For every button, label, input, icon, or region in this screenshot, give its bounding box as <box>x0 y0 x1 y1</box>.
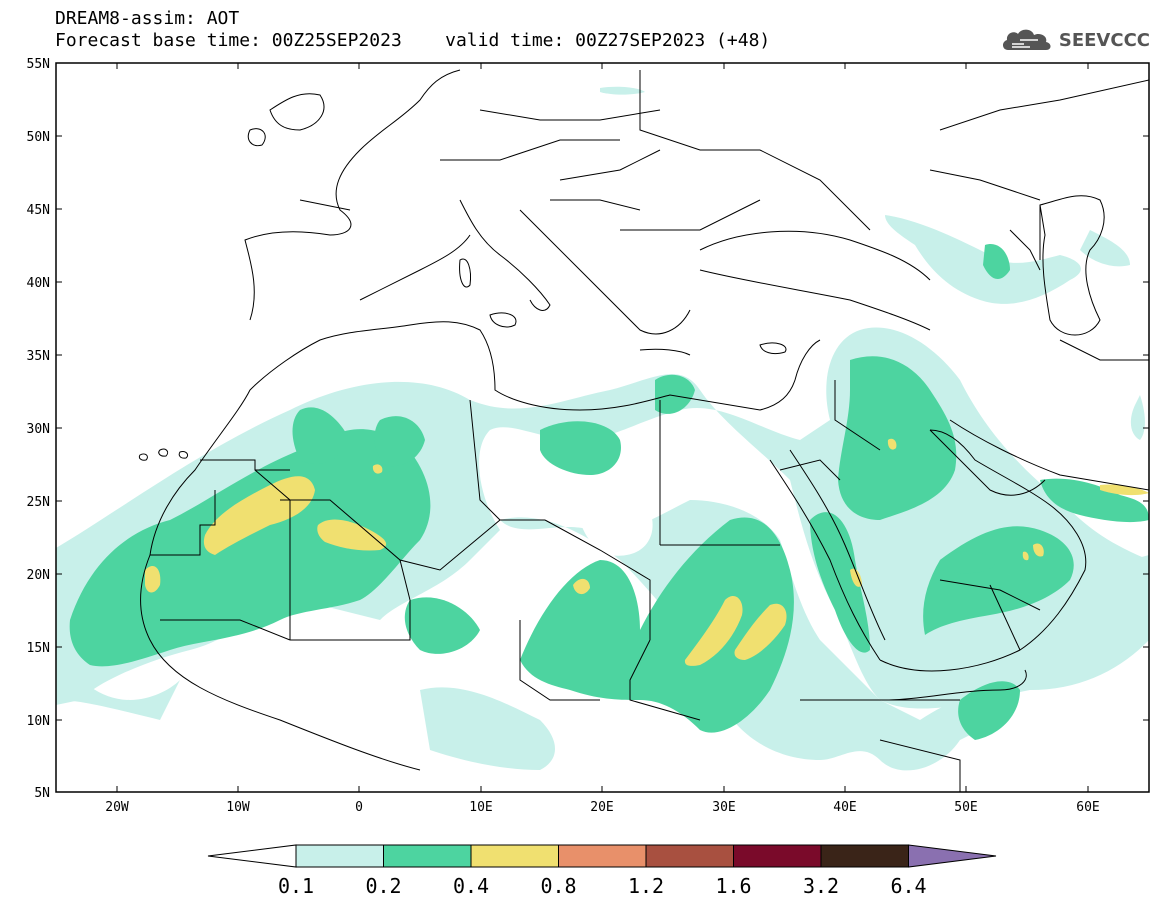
latitude-axis <box>56 62 1149 721</box>
aot-level-0-2 <box>69 244 1149 740</box>
colorbar-lower-extension <box>207 844 297 868</box>
colorbar <box>207 844 997 868</box>
lat-label-30n: 30N <box>27 422 50 437</box>
colorbar-label-2: 0.4 <box>453 874 489 898</box>
colorbar-label-4: 1.2 <box>628 874 664 898</box>
lon-label-40e: 40E <box>833 800 856 815</box>
lon-label-20e: 20E <box>590 800 613 815</box>
forecast-time-line: Forecast base time: 00Z25SEP2023 valid t… <box>55 30 771 51</box>
aot-clear-regions <box>200 476 653 687</box>
longitude-axis <box>116 63 1089 792</box>
lon-label-30e: 30E <box>712 800 735 815</box>
lat-label-20n: 20N <box>27 568 50 583</box>
colorbar-label-1: 0.2 <box>365 874 401 898</box>
lat-label-55n: 55N <box>27 57 50 72</box>
lon-label-10e: 10E <box>469 800 492 815</box>
lon-label-50e: 50E <box>954 800 977 815</box>
lon-label-60e: 60E <box>1076 800 1099 815</box>
logo-text: SEEVCCC <box>1058 29 1150 51</box>
aot-field <box>56 86 1149 771</box>
colorbar-swatch-4 <box>645 844 734 868</box>
lat-label-50n: 50N <box>27 130 50 145</box>
lon-label-0: 0 <box>355 800 363 815</box>
colorbar-swatch-6 <box>820 844 909 868</box>
seevccc-logo: SEEVCCC <box>1000 26 1150 54</box>
lat-label-45n: 45N <box>27 203 50 218</box>
colorbar-swatch-2 <box>470 844 559 868</box>
colorbar-label-3: 0.8 <box>540 874 576 898</box>
colorbar-swatch-1 <box>383 844 472 868</box>
colorbar-label-5: 1.6 <box>715 874 751 898</box>
aot-level-0-4 <box>145 438 1149 666</box>
coastlines-borders <box>138 69 1149 792</box>
colorbar-label-0: 0.1 <box>278 874 314 898</box>
cloud-logo-icon <box>1002 29 1051 50</box>
colorbar-swatch-3 <box>558 844 647 868</box>
lat-label-10n: 10N <box>27 714 50 729</box>
colorbar-label-6: 3.2 <box>803 874 839 898</box>
lon-label-10w: 10W <box>226 800 250 815</box>
colorbar-swatch-5 <box>733 844 822 868</box>
lat-label-5n: 5N <box>34 786 50 801</box>
colorbar-swatch-0 <box>295 844 384 868</box>
colorbar-label-7: 6.4 <box>890 874 926 898</box>
lon-label-20w: 20W <box>105 800 129 815</box>
lat-label-35n: 35N <box>27 349 50 364</box>
lat-label-15n: 15N <box>27 641 50 656</box>
colorbar-upper-extension <box>908 844 997 868</box>
lat-label-40n: 40N <box>27 276 50 291</box>
product-title: DREAM8-assim: AOT <box>55 8 240 29</box>
lat-label-25n: 25N <box>27 495 50 510</box>
